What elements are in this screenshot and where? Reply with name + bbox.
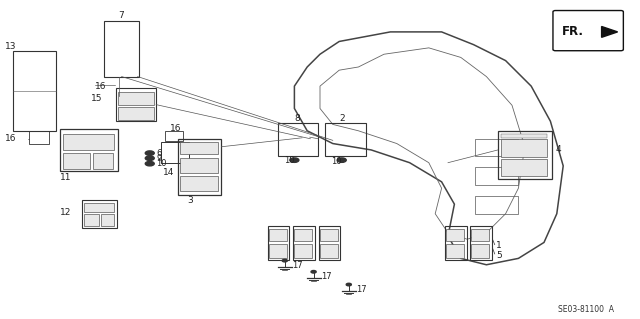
Bar [269, 229, 287, 241]
Text: 7: 7 [118, 11, 124, 20]
Bar [278, 123, 318, 156]
Bar [319, 226, 340, 260]
Text: FR.: FR. [562, 26, 584, 38]
Bar [180, 142, 218, 154]
Text: 12: 12 [60, 208, 72, 217]
Text: SE03-81100  A: SE03-81100 A [558, 305, 614, 314]
Text: 17: 17 [321, 272, 332, 281]
Text: 10: 10 [284, 156, 294, 165]
Bar [13, 51, 56, 131]
Bar [294, 244, 312, 258]
Text: 15: 15 [91, 94, 102, 103]
Circle shape [290, 158, 299, 162]
Bar [118, 107, 154, 120]
Bar [445, 226, 467, 260]
Text: 9: 9 [156, 154, 161, 163]
Bar [293, 226, 315, 260]
Bar [84, 214, 99, 226]
Circle shape [282, 259, 287, 262]
Circle shape [337, 158, 346, 162]
Bar [101, 214, 114, 226]
Bar [446, 229, 464, 241]
Text: 17: 17 [356, 285, 367, 294]
Bar [63, 153, 90, 169]
Bar [178, 139, 221, 195]
Bar [475, 167, 518, 185]
Bar [84, 203, 114, 212]
Text: 16: 16 [5, 134, 17, 143]
Bar [325, 123, 366, 156]
Bar [471, 244, 489, 258]
Text: 17: 17 [292, 261, 303, 270]
FancyBboxPatch shape [553, 11, 623, 51]
Bar [268, 226, 289, 260]
Bar [93, 153, 113, 169]
Bar [501, 139, 547, 157]
Text: 16: 16 [170, 124, 181, 133]
Circle shape [311, 271, 316, 273]
Text: 4: 4 [556, 145, 561, 154]
Circle shape [145, 161, 154, 166]
Text: 10: 10 [156, 159, 166, 168]
Bar [471, 229, 489, 241]
Bar [29, 131, 49, 144]
Text: 13: 13 [5, 42, 17, 51]
Text: 6: 6 [156, 149, 161, 158]
Bar [269, 244, 287, 258]
Bar [118, 92, 154, 105]
Bar [320, 229, 338, 241]
Bar [498, 131, 552, 179]
Circle shape [145, 156, 154, 160]
Text: 1: 1 [496, 241, 502, 250]
Circle shape [145, 151, 154, 155]
Text: 2: 2 [339, 114, 345, 123]
Polygon shape [602, 26, 618, 37]
Bar [165, 131, 183, 141]
Text: 5: 5 [496, 251, 502, 260]
Bar [180, 158, 218, 173]
Bar [161, 142, 189, 163]
Text: 3: 3 [187, 196, 193, 205]
Bar [82, 200, 117, 228]
Bar [470, 226, 492, 260]
Bar [294, 229, 312, 241]
Bar [116, 88, 156, 121]
Bar [180, 176, 218, 191]
Text: 10: 10 [332, 157, 342, 166]
Bar [501, 159, 547, 176]
Text: 16: 16 [95, 82, 106, 91]
Bar [501, 134, 547, 138]
Text: 11: 11 [60, 173, 72, 182]
Bar [104, 21, 139, 77]
Bar [475, 196, 518, 214]
Bar [63, 134, 114, 150]
Text: 14: 14 [163, 168, 174, 177]
Bar [475, 139, 518, 156]
Bar [60, 129, 118, 171]
Text: 8: 8 [294, 114, 300, 123]
Bar [446, 244, 464, 258]
Circle shape [346, 283, 351, 286]
Bar [320, 244, 338, 258]
